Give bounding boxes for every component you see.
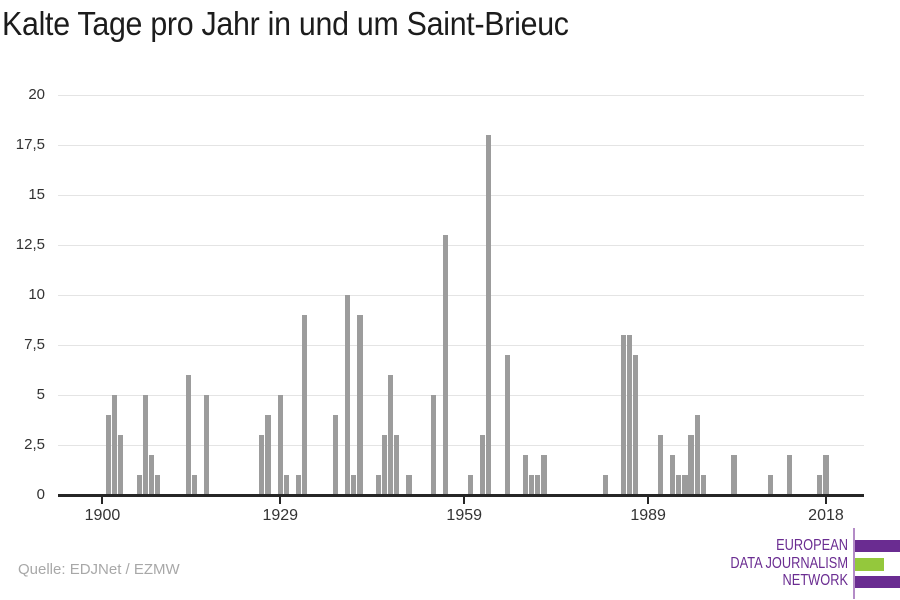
logo-line-european: EUROPEAN <box>776 537 848 554</box>
y-tick-label: 17,5 <box>15 136 45 153</box>
bar-1991[interactable] <box>657 435 664 495</box>
bar-1946[interactable] <box>381 435 388 495</box>
y-tick-label: 7,5 <box>24 336 45 353</box>
bar-1969[interactable] <box>522 455 529 495</box>
bar-1972[interactable] <box>541 455 547 495</box>
bar-1915[interactable] <box>191 475 198 495</box>
bar-1927[interactable] <box>265 415 271 495</box>
source-note: Quelle: EDJNet / EZMW <box>18 561 180 578</box>
bar-1987[interactable] <box>633 355 639 495</box>
bar-1950[interactable] <box>406 475 412 495</box>
bar-1932[interactable] <box>296 475 302 495</box>
bar-1940[interactable] <box>345 295 351 495</box>
x-axis-line <box>58 494 864 497</box>
logo-bar-top-icon <box>855 540 900 552</box>
bar-1941[interactable] <box>351 475 357 495</box>
y-tick-label: 20 <box>28 86 45 103</box>
bar-1907[interactable] <box>142 395 148 495</box>
bar-1914[interactable] <box>185 375 191 495</box>
bar-1917[interactable] <box>204 395 210 495</box>
x-tick-label: 1900 <box>84 507 121 524</box>
bar-1954[interactable] <box>430 395 437 495</box>
bar-1909[interactable] <box>155 475 161 495</box>
bar-1993[interactable] <box>670 455 676 495</box>
bar-1970[interactable] <box>529 475 535 495</box>
logo-line-network: NETWORK <box>782 572 848 590</box>
bar-1930[interactable] <box>283 475 289 495</box>
bar-1956[interactable] <box>443 235 449 495</box>
bar-1963[interactable] <box>486 135 492 495</box>
x-axis-tick <box>824 497 827 504</box>
bar-1938[interactable] <box>332 415 339 495</box>
bar-1945[interactable] <box>375 475 381 495</box>
x-tick-label: 1989 <box>630 507 666 524</box>
bar-1998[interactable] <box>700 475 706 495</box>
bar-1962[interactable] <box>480 435 486 495</box>
logo-bar-middle-icon <box>855 557 884 571</box>
logo-line-data-journalism: DATA JOURNALISM <box>730 554 848 572</box>
x-tick-label: 1959 <box>446 507 483 524</box>
bar-1942[interactable] <box>357 315 363 495</box>
gridline <box>58 194 864 196</box>
bar-1926[interactable] <box>259 435 265 495</box>
bar-1947[interactable] <box>388 375 394 495</box>
x-axis-tick <box>647 497 650 504</box>
x-axis-tick <box>101 497 104 504</box>
x-axis-tick <box>463 497 466 504</box>
gridline <box>58 244 864 246</box>
bar-1929[interactable] <box>277 395 283 495</box>
logo-divider-line <box>853 528 855 599</box>
bar-1966[interactable] <box>504 355 510 495</box>
gridline <box>58 94 864 96</box>
logo-bar-bottom-icon <box>855 575 900 588</box>
bar-2003[interactable] <box>731 455 737 495</box>
bar-1906[interactable] <box>136 475 142 495</box>
gridline <box>58 394 864 396</box>
bar-1985[interactable] <box>621 335 627 495</box>
y-tick-label: 0 <box>36 486 45 503</box>
gridline <box>58 144 864 146</box>
edjn-logo: EUROPEAN DATA JOURNALISM NETWORK <box>685 527 900 600</box>
y-tick-label: 10 <box>28 286 45 303</box>
page-title: Kalte Tage pro Jahr in und um Saint-Brie… <box>2 5 569 42</box>
bar-1995[interactable] <box>682 475 688 495</box>
y-tick-label: 2,5 <box>24 436 45 453</box>
bar-1903[interactable] <box>118 435 124 495</box>
bar-1994[interactable] <box>676 475 682 495</box>
bar-2012[interactable] <box>786 455 792 495</box>
bar-1960[interactable] <box>467 475 473 495</box>
bar-1902[interactable] <box>112 395 118 495</box>
x-tick-label: 1929 <box>262 507 299 524</box>
bar-1982[interactable] <box>602 475 608 495</box>
x-tick-label: 2018 <box>808 507 844 524</box>
y-tick-label: 12,5 <box>15 236 45 253</box>
bar-1971[interactable] <box>535 475 541 495</box>
bar-1997[interactable] <box>694 415 700 495</box>
bar-1986[interactable] <box>627 335 633 495</box>
bar-2018[interactable] <box>823 455 829 495</box>
bar-2017[interactable] <box>817 475 823 495</box>
bar-1933[interactable] <box>302 315 308 495</box>
bar-1996[interactable] <box>688 435 694 495</box>
gridline <box>58 444 864 446</box>
y-tick-label: 5 <box>36 386 45 403</box>
bar-1908[interactable] <box>148 455 155 495</box>
y-tick-label: 15 <box>28 186 45 203</box>
bar-1948[interactable] <box>394 435 400 495</box>
edjn-logo-text: EUROPEAN DATA JOURNALISM NETWORK <box>730 537 848 590</box>
bar-1901[interactable] <box>105 415 112 495</box>
x-axis-tick <box>279 497 282 504</box>
bar-2009[interactable] <box>768 475 774 495</box>
gridline <box>58 344 864 346</box>
gridline <box>58 294 864 296</box>
